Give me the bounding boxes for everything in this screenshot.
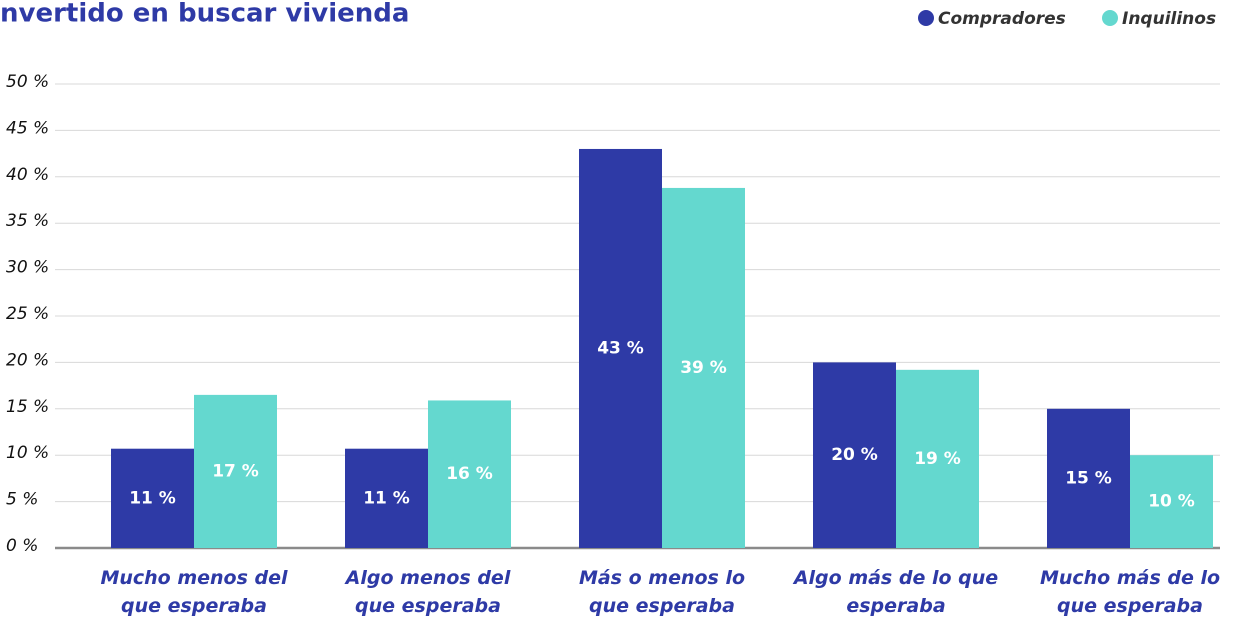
y-tick-label: 45 % (6, 118, 49, 138)
value-label: 15 % (1065, 468, 1112, 488)
bar (896, 369, 979, 548)
x-tick-label: Algo más de lo que esperaba (793, 567, 999, 617)
y-tick-label: 15 % (6, 397, 49, 417)
y-tick-label: 5 % (6, 490, 38, 510)
bar (194, 394, 277, 548)
legend-label: Inquilinos (1122, 9, 1216, 29)
value-label: 16 % (446, 464, 493, 484)
y-tick-label: 10 % (6, 443, 49, 463)
value-label: 19 % (914, 449, 961, 469)
legend-swatch (918, 10, 934, 26)
y-tick-label: 0 % (6, 536, 38, 556)
bar (428, 400, 511, 548)
value-label: 20 % (831, 445, 878, 465)
bar (662, 187, 745, 548)
value-label: 17 % (212, 461, 259, 481)
x-tick-label: Mucho menos del que esperaba (100, 567, 288, 617)
value-label: 11 % (363, 488, 410, 508)
x-tick-label: Mucho más de lo que esperaba (1039, 567, 1221, 617)
bar (1047, 408, 1130, 548)
y-tick-label: 25 % (6, 304, 49, 324)
y-tick-label: 30 % (6, 258, 49, 278)
value-label: 10 % (1148, 492, 1195, 512)
chart-title: nvertido en buscar vivienda (0, 0, 409, 29)
bar (579, 148, 662, 548)
y-tick-label: 35 % (6, 211, 49, 231)
y-tick-label: 50 % (6, 72, 49, 92)
bar (1130, 455, 1213, 548)
bar (813, 362, 896, 548)
legend-swatch (1102, 10, 1118, 26)
bar (345, 448, 428, 548)
bar (111, 448, 194, 548)
y-tick-label: 40 % (6, 165, 49, 185)
x-tick-label: Algo menos del que esperaba (345, 567, 511, 617)
value-label: 11 % (129, 488, 176, 508)
value-label: 39 % (680, 358, 727, 378)
y-tick-label: 20 % (6, 350, 49, 370)
x-tick-label: Más o menos lo que esperaba (578, 567, 746, 617)
legend-label: Compradores (938, 9, 1066, 29)
value-label: 43 % (597, 338, 644, 358)
